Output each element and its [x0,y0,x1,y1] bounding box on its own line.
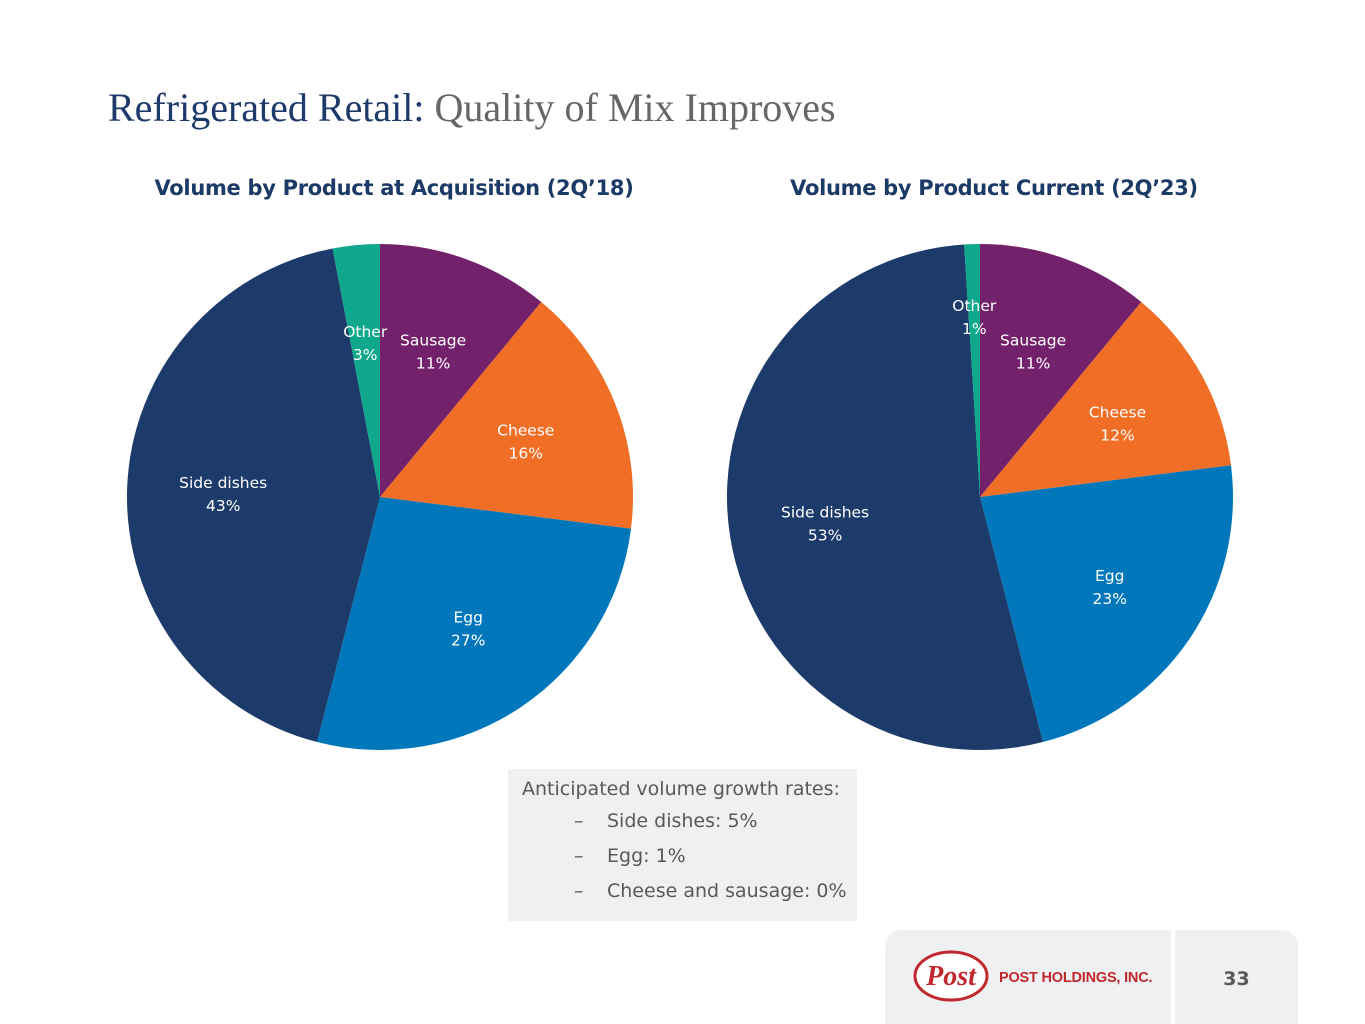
pie-slice-other [332,244,380,497]
slice-value-side-dishes: 43% [206,497,240,515]
slice-value-egg: 23% [1092,590,1126,608]
pie-chart-acquisition: Sausage 11% Cheese 16% Egg 27% Side dishes 43% O… [126,244,634,751]
slice-value-cheese: 12% [1100,426,1134,444]
slice-label-other: Other [952,297,997,315]
slice-label-sausage: Sausage [400,331,466,349]
slice-value-egg: 27% [451,632,485,650]
growth-rates-note: Anticipated volume growth rates: – Side d… [508,769,857,921]
slice-value-sausage: 11% [416,354,450,372]
slice-label-sausage: Sausage [1000,331,1066,349]
pie-slice-other [964,244,980,497]
slice-label-side-dishes: Side dishes [781,504,869,522]
logo-text: Post [925,961,977,992]
page-number: 33 [1223,968,1250,990]
slice-value-other: 1% [962,320,987,338]
note-item: – Side dishes: 5% [522,808,857,834]
footer-page-panel: 33 [1175,930,1298,1024]
pie-slice-egg [317,497,632,751]
note-item-text: Cheese and sausage: 0% [607,880,847,902]
dash-bullet: – [574,810,584,832]
pie-slice-sausage [380,244,542,497]
chart-title-acquisition: Volume by Product at Acquisition (2Q’18) [154,176,634,200]
slice-label-cheese: Cheese [1089,403,1146,421]
slice-value-sausage: 11% [1016,354,1050,372]
company-name: POST HOLDINGS, INC. [999,970,1153,986]
footer-logo-panel: Post POST HOLDINGS, INC. [885,930,1171,1024]
note-item-text: Egg: 1% [607,845,686,867]
note-list: – Side dishes: 5% – Egg: 1% – Cheese and sa… [522,808,857,904]
slice-label-egg: Egg [453,609,482,627]
note-item: – Egg: 1% [522,843,857,869]
slide-title: Refrigerated Retail: Quality of Mix Impr… [108,84,836,131]
slice-label-egg: Egg [1095,567,1124,585]
dash-bullet: – [574,880,584,902]
slice-label-side-dishes: Side dishes [179,474,267,492]
slice-value-side-dishes: 53% [808,527,842,545]
slide-title-rest: Quality of Mix Improves [424,85,836,130]
slice-label-other: Other [343,323,388,341]
pie-slice-side-dishes [726,244,1043,751]
slide-title-lead: Refrigerated Retail: [108,85,425,130]
post-logo: Post [913,950,989,1002]
pie-chart-current: Sausage 11% Cheese 12% Egg 23% Side dishes 53% O… [726,244,1234,751]
dash-bullet: – [574,845,584,867]
slice-value-other: 3% [353,346,378,364]
pie-slice-side-dishes [126,248,380,743]
pie-slice-egg [980,465,1234,743]
note-heading: Anticipated volume growth rates: [522,778,840,800]
pie-slice-sausage [980,244,1142,497]
chart-title-current: Volume by Product Current (2Q’23) [790,176,1198,200]
pie-slice-cheese [980,302,1232,497]
pie-slice-cheese [380,302,634,529]
slice-value-cheese: 16% [509,444,543,462]
note-item-text: Side dishes: 5% [607,810,758,832]
note-item: – Cheese and sausage: 0% [522,878,857,904]
slice-label-cheese: Cheese [497,421,554,439]
